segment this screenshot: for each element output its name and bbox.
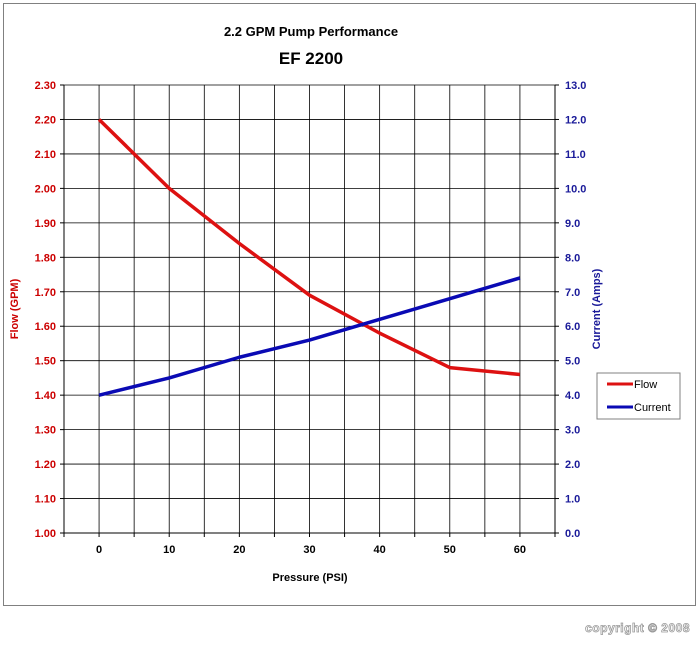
- y-tick-label: 1.70: [35, 287, 56, 299]
- y2-tick-label: 5.0: [565, 356, 580, 368]
- y2-axis-label: Current (Amps): [591, 268, 603, 349]
- y2-tick-label: 0.0: [565, 528, 580, 540]
- y2-tick-label: 6.0: [565, 321, 580, 333]
- x-tick-label: 30: [303, 544, 315, 556]
- x-tick-label: 60: [514, 544, 526, 556]
- legend: Flow Current: [596, 372, 681, 420]
- y-tick-label: 1.50: [35, 356, 56, 368]
- chart-title: 2.2 GPM Pump Performance: [224, 24, 398, 39]
- y2-tick-label: 10.0: [565, 183, 586, 195]
- y-tick-label: 2.00: [35, 183, 56, 195]
- series-line-flow: [97, 118, 521, 377]
- y-tick-label: 1.20: [35, 459, 56, 471]
- y-tick-label: 1.60: [35, 321, 56, 333]
- grid: [63, 84, 556, 534]
- y-tick-label: 2.20: [35, 114, 56, 126]
- y2-tick-label: 3.0: [565, 425, 580, 437]
- y2-tick-label: 7.0: [565, 287, 580, 299]
- y2-tick-label: 12.0: [565, 114, 586, 126]
- legend-label-flow: Flow: [634, 379, 657, 391]
- y-axis-label: Flow (GPM): [9, 278, 21, 339]
- axes: 1.001.101.201.301.401.501.601.701.801.90…: [35, 80, 587, 556]
- y2-tick-label: 13.0: [565, 80, 586, 92]
- x-tick-label: 0: [96, 544, 102, 556]
- y-tick-label: 1.30: [35, 425, 56, 437]
- y2-tick-label: 1.0: [565, 494, 580, 506]
- y-tick-label: 1.00: [35, 528, 56, 540]
- y2-tick-label: 8.0: [565, 252, 580, 264]
- y2-tick-label: 9.0: [565, 218, 580, 230]
- x-tick-label: 10: [163, 544, 175, 556]
- series-line-current: [98, 276, 521, 397]
- y-tick-label: 1.90: [35, 218, 56, 230]
- y2-tick-label: 2.0: [565, 459, 580, 471]
- series-lines: [97, 118, 521, 397]
- y-tick-label: 1.80: [35, 252, 56, 264]
- legend-label-current: Current: [634, 402, 671, 414]
- x-tick-label: 50: [444, 544, 456, 556]
- x-axis-label: Pressure (PSI): [272, 572, 348, 584]
- y-tick-label: 2.10: [35, 149, 56, 161]
- y2-tick-label: 4.0: [565, 390, 580, 402]
- copyright-watermark: copyright © 2008: [585, 621, 690, 636]
- chart-frame: [3, 3, 696, 606]
- y2-tick-label: 11.0: [565, 149, 586, 161]
- legend-box: [596, 372, 681, 420]
- y-tick-label: 2.30: [35, 80, 56, 92]
- y-tick-label: 1.40: [35, 390, 56, 402]
- x-tick-label: 40: [374, 544, 386, 556]
- chart-subtitle: EF 2200: [279, 49, 343, 68]
- x-tick-label: 20: [233, 544, 245, 556]
- y-tick-label: 1.10: [35, 494, 56, 506]
